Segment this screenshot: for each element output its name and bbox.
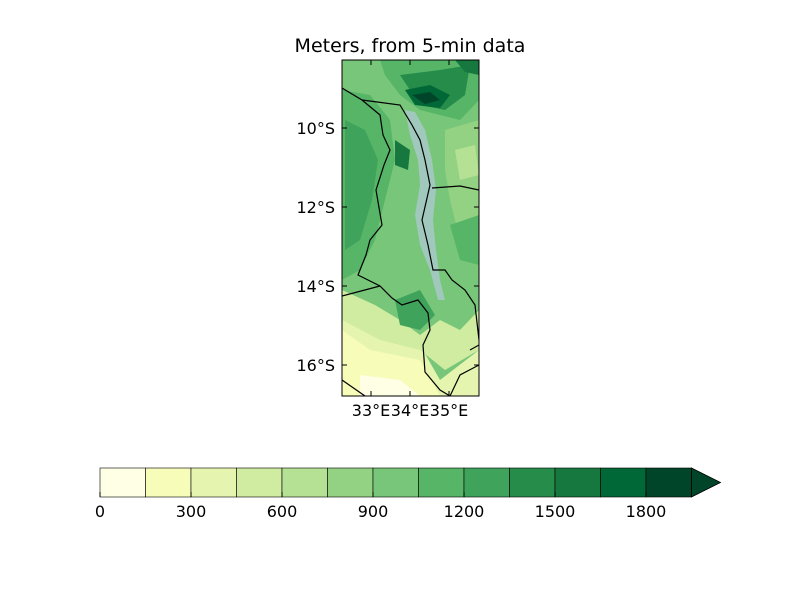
colorbar-label-1500: 1500 — [535, 502, 576, 521]
colorbar-segment — [509, 467, 556, 498]
colorbar-segment — [99, 467, 146, 498]
colorbar-segment — [372, 467, 419, 498]
latitude-ticks — [342, 127, 479, 366]
colorbar-tick-labels: 0 300 600 900 1200 1500 1800 — [95, 502, 666, 521]
longitude-ticks — [370, 60, 450, 396]
lon-label-34e: 34°E — [391, 401, 429, 420]
colorbar-label-900: 900 — [358, 502, 389, 521]
colorbar-segment — [281, 467, 328, 498]
colorbar-segment — [463, 467, 510, 498]
colorbar-segment — [145, 467, 192, 498]
colorbar-label-300: 300 — [176, 502, 207, 521]
country-borders — [342, 87, 479, 396]
colorbar-label-1800: 1800 — [626, 502, 667, 521]
lat-label-14s: 14°S — [296, 277, 335, 296]
colorbar-segment — [554, 467, 601, 498]
lon-label-35e: 35°E — [430, 401, 468, 420]
colorbar-extend-arrow — [691, 467, 722, 498]
colorbar-label-0: 0 — [95, 502, 105, 521]
colorbar-segment — [645, 467, 692, 498]
colorbar-segment — [327, 467, 374, 498]
lat-label-12s: 12°S — [296, 198, 335, 217]
colorbar-segment — [190, 467, 237, 498]
map-title: Meters, from 5-min data — [294, 35, 526, 57]
colorbar-label-1200: 1200 — [444, 502, 485, 521]
lat-label-16s: 16°S — [296, 356, 335, 375]
lat-label-10s: 10°S — [296, 119, 335, 138]
colorbar-segment — [600, 467, 647, 498]
colorbar — [99, 467, 722, 498]
elevation-contour-map — [342, 60, 479, 396]
lon-label-33e: 33°E — [352, 401, 390, 420]
colorbar-label-600: 600 — [267, 502, 298, 521]
colorbar-segment — [418, 467, 465, 498]
colorbar-segment — [236, 467, 283, 498]
